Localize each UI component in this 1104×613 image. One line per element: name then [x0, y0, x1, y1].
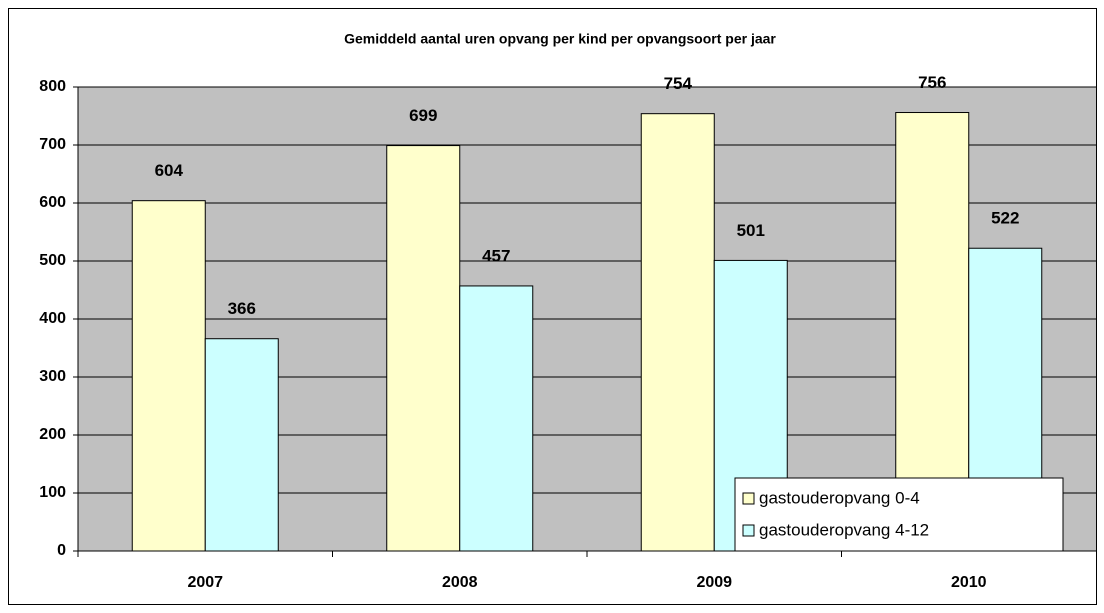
- x-tick-label: 2010: [951, 574, 987, 591]
- y-tick-label: 400: [39, 310, 66, 327]
- x-tick-label: 2008: [442, 574, 478, 591]
- legend-box: [734, 477, 1064, 552]
- value-label: 756: [918, 73, 946, 92]
- legend-label: gastouderopvang 0-4: [759, 488, 920, 507]
- x-tick-label: 2009: [696, 574, 732, 591]
- bar: [204, 338, 279, 552]
- value-label: 699: [409, 106, 437, 125]
- bar: [386, 145, 461, 552]
- value-label: 754: [664, 74, 693, 93]
- value-label: 457: [482, 246, 510, 265]
- y-tick-label: 100: [39, 484, 66, 501]
- bar: [640, 113, 715, 552]
- x-tick-label: 2007: [187, 574, 223, 591]
- y-tick-label: 700: [39, 136, 66, 153]
- legend-swatch: [742, 524, 755, 537]
- y-tick-label: 500: [39, 252, 66, 269]
- value-label: 604: [155, 161, 184, 180]
- y-tick-label: 300: [39, 368, 66, 385]
- legend-label: gastouderopvang 4-12: [759, 520, 929, 539]
- bar: [131, 200, 206, 552]
- value-label: 501: [737, 221, 765, 240]
- y-tick-label: 800: [39, 78, 66, 95]
- legend-swatch: [742, 492, 755, 505]
- value-label: 522: [991, 209, 1019, 228]
- y-tick-label: 0: [57, 542, 66, 559]
- y-tick-label: 200: [39, 426, 66, 443]
- bar: [459, 285, 534, 552]
- value-label: 366: [228, 299, 256, 318]
- y-tick-label: 600: [39, 194, 66, 211]
- chart-title: Gemiddeld aantal uren opvang per kind pe…: [344, 31, 776, 47]
